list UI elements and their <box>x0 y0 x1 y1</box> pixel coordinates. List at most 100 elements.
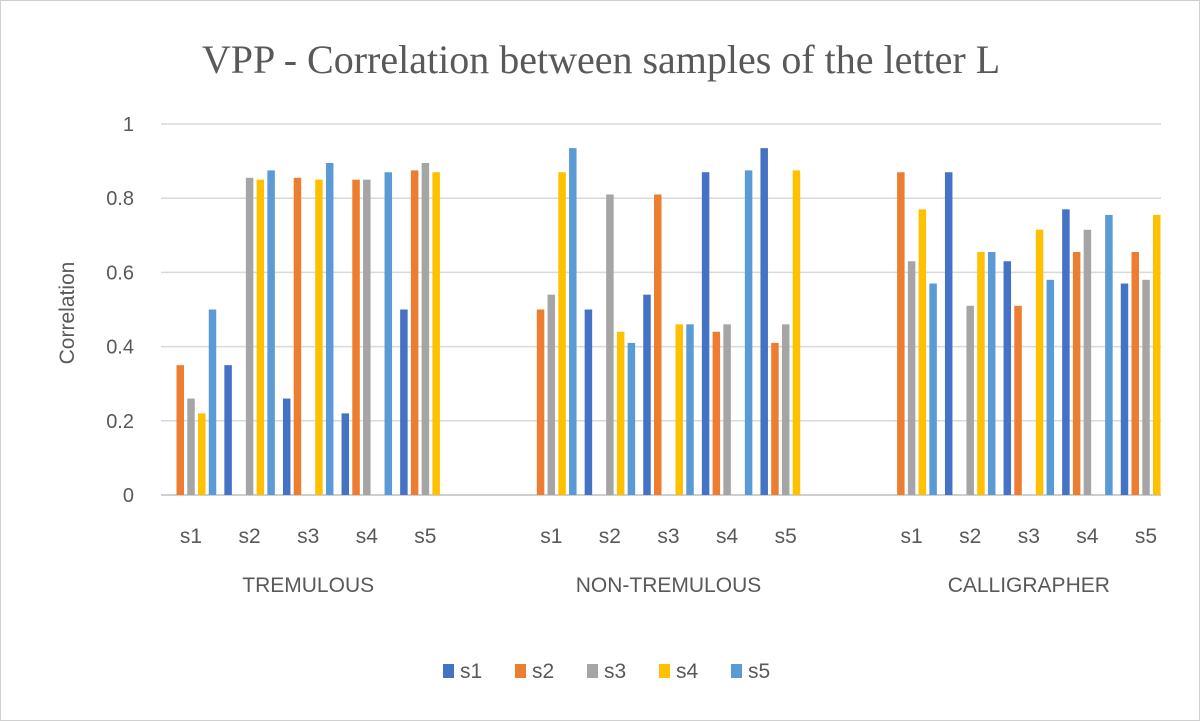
legend-swatch <box>515 664 526 678</box>
bar-s3 <box>245 177 254 496</box>
bar-s3 <box>966 305 974 495</box>
bar-s4 <box>315 179 323 495</box>
x-tick-label: s4 <box>356 525 379 548</box>
legend-label: s4 <box>676 660 699 683</box>
bar-s4 <box>977 251 985 495</box>
legend-label: s2 <box>532 660 554 683</box>
x-tick-label: s3 <box>657 525 679 548</box>
x-tick-label: s5 <box>1135 525 1157 548</box>
legend-label: s5 <box>748 660 770 683</box>
x-tick-label: s1 <box>180 525 202 548</box>
bar-s5 <box>1046 279 1055 495</box>
chart-title: VPP - Correlation between samples of the… <box>202 37 1000 82</box>
legend-label: s1 <box>460 660 482 683</box>
bar-s5 <box>325 162 334 495</box>
bar-s5 <box>569 148 577 496</box>
bar-s5 <box>929 283 937 495</box>
bar-s2 <box>1014 305 1022 495</box>
bar-s5 <box>208 309 217 495</box>
x-tick-label: s2 <box>959 525 981 548</box>
bar-s1 <box>701 172 710 496</box>
bar-s3 <box>723 324 731 495</box>
x-tick-label: s2 <box>239 525 261 548</box>
y-tick-label: 0 <box>123 485 134 507</box>
bar-s1 <box>1062 209 1070 495</box>
bar-s5 <box>1105 214 1113 495</box>
bar-s4 <box>675 324 683 495</box>
x-tick-label: s1 <box>540 525 562 548</box>
bar-s1 <box>341 413 350 495</box>
group-label: CALLIGRAPHER <box>948 574 1110 597</box>
bar-s2 <box>176 365 184 495</box>
y-tick-label: 1 <box>123 114 134 136</box>
y-tick-label: 0.8 <box>106 188 134 210</box>
x-tick-label: s1 <box>901 525 923 548</box>
bar-s3 <box>363 179 371 495</box>
y-tick-label: 0.2 <box>106 411 134 433</box>
bar-s3 <box>547 294 556 495</box>
bar-s3 <box>1083 229 1092 496</box>
legend-swatch <box>587 664 598 678</box>
bar-s3 <box>421 162 430 495</box>
bar-s4 <box>918 209 927 495</box>
bar-s2 <box>352 179 360 495</box>
bar-s4 <box>1035 229 1044 496</box>
bar-s2 <box>712 331 721 495</box>
legend-swatch <box>731 664 742 678</box>
axis-labels: 0 0.2 0.4 0.6 0.8 1 s1 s2 s3 s4 s5 TREMULOUS s1 s2 s3 s… <box>106 114 1157 597</box>
bar-s5 <box>744 170 753 495</box>
bar-s3 <box>606 194 614 496</box>
bar-s1 <box>1003 261 1012 495</box>
y-tick-label: 0.6 <box>106 262 134 284</box>
bar-s1 <box>282 398 291 495</box>
bar-s5 <box>267 170 275 495</box>
bar-s2 <box>1131 251 1139 495</box>
bar-s1 <box>224 365 232 495</box>
group-label: TREMULOUS <box>242 574 374 597</box>
y-tick-label: 0.4 <box>106 337 134 359</box>
group-label: NON-TREMULOUS <box>576 574 762 597</box>
x-tick-label: s4 <box>716 525 739 548</box>
bar-s3 <box>907 261 916 495</box>
bar-s3 <box>1142 279 1150 495</box>
bar-s3 <box>781 324 790 495</box>
bar-s5 <box>987 251 996 495</box>
bar-s2 <box>654 194 662 496</box>
bar-s1 <box>584 309 593 495</box>
bar-s5 <box>384 172 393 496</box>
legend: s1 s2 s3 s4 s5 <box>443 660 770 683</box>
y-axis-label: Correlation <box>56 262 79 365</box>
bars <box>176 148 1161 496</box>
legend-label: s3 <box>604 660 626 683</box>
bar-s4 <box>1153 214 1161 495</box>
bar-s4 <box>256 179 265 495</box>
bar-s3 <box>187 398 195 495</box>
x-tick-label: s4 <box>1076 525 1099 548</box>
x-tick-label: s5 <box>775 525 797 548</box>
x-tick-label: s3 <box>1018 525 1040 548</box>
bar-s4 <box>198 413 206 495</box>
bar-s2 <box>771 342 779 495</box>
bar-s1 <box>400 309 408 495</box>
x-tick-label: s2 <box>599 525 621 548</box>
bar-s1 <box>1120 283 1129 495</box>
bar-s4 <box>558 172 566 496</box>
bar-s2 <box>536 309 545 495</box>
bar-s4 <box>616 331 625 495</box>
bar-s4 <box>792 170 801 495</box>
bar-s4 <box>432 172 440 496</box>
x-tick-label: s5 <box>414 525 436 548</box>
bar-s5 <box>627 342 636 495</box>
bar-s5 <box>686 324 694 495</box>
legend-swatch <box>659 664 670 678</box>
legend-swatch <box>443 664 454 678</box>
x-tick-label: s3 <box>297 525 319 548</box>
bar-s1 <box>944 172 953 496</box>
bar-s1 <box>643 294 651 495</box>
bar-s2 <box>410 170 419 495</box>
bar-s1 <box>760 148 768 496</box>
bar-s2 <box>897 172 905 496</box>
bar-s2 <box>1072 251 1081 495</box>
